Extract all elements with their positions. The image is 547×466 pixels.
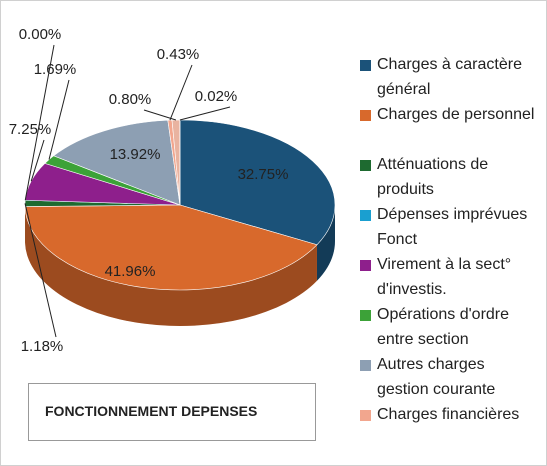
legend-label: Atténuations de produits [377, 156, 489, 198]
legend-label: Virement à la sect° d'investis. [377, 256, 512, 298]
data-label: 32.75% [238, 166, 289, 183]
legend-swatch [360, 60, 371, 71]
slice-side [316, 205, 335, 281]
legend-label: Charges financières [377, 406, 520, 423]
data-label: 7.25% [9, 121, 52, 138]
legend-item: Opérations d'ordre entre section [360, 302, 540, 352]
legend-label: Charges de personnel [377, 106, 535, 123]
title-box: FONCTIONNEMENT DEPENSES [28, 383, 316, 441]
legend-label: Autres charges gestion courante [377, 356, 496, 398]
data-label: 1.69% [34, 61, 77, 78]
leader-line [179, 106, 231, 121]
slice-shade [316, 205, 335, 281]
legend-swatch [360, 260, 371, 271]
legend-item: Charges de personnel [360, 102, 540, 152]
legend-swatch [360, 210, 371, 221]
legend-item: Dépenses imprévues Fonct [360, 202, 540, 252]
leader-line [169, 64, 193, 121]
legend-label: Charges à caractère général [377, 56, 522, 98]
leader-line [143, 109, 177, 121]
legend-swatch [360, 160, 371, 171]
slice [179, 119, 336, 246]
legend-item: Charges financières [360, 402, 540, 452]
slice [24, 204, 318, 291]
slice-side [25, 206, 317, 326]
data-label: 41.96% [105, 263, 156, 280]
data-label: 0.80% [109, 91, 152, 108]
legend-swatch [360, 310, 371, 321]
chart-title: FONCTIONNEMENT DEPENSES [45, 403, 258, 419]
data-label: 0.00% [19, 26, 62, 43]
slice [53, 119, 181, 206]
legend-swatch [360, 110, 371, 121]
legend-swatch [360, 410, 371, 421]
legend-item: Autres charges gestion courante [360, 352, 540, 402]
legend-item: Atténuations de produits [360, 152, 540, 202]
data-label: 13.92% [110, 146, 161, 163]
data-label: 0.43% [157, 46, 200, 63]
legend-item: Virement à la sect° d'investis. [360, 252, 540, 302]
legend-label: Dépenses imprévues Fonct [377, 206, 528, 248]
data-label: 1.18% [21, 338, 64, 355]
legend-item: Charges à caractère général [360, 52, 540, 102]
leader-line [30, 139, 45, 182]
legend: Charges à caractère général Charges de pe… [360, 52, 540, 452]
legend-label: Opérations d'ordre entre section [377, 306, 510, 348]
leader-line [48, 79, 70, 160]
slice-shade [25, 206, 317, 326]
leader-line [24, 203, 57, 338]
legend-swatch [360, 360, 371, 371]
leader-line [24, 44, 55, 201]
data-label: 0.02% [195, 88, 238, 105]
